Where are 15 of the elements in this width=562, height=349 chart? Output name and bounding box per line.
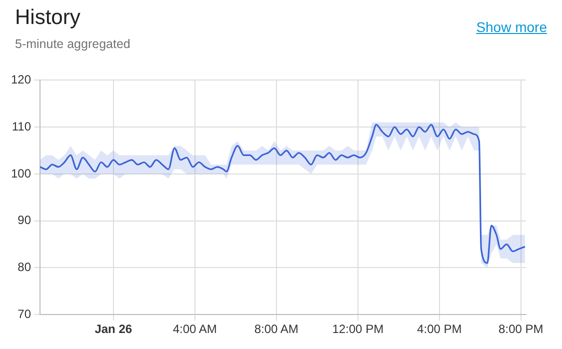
x-tick-label: Jan 26 <box>94 322 132 336</box>
x-tick-label: 12:00 PM <box>332 322 384 336</box>
y-tick-label: 70 <box>18 306 32 321</box>
y-tick-label: 80 <box>18 260 32 274</box>
text: Show more <box>476 19 547 35</box>
x-tick-label: 4:00 AM <box>172 322 217 336</box>
y-tick-label: 100 <box>10 166 32 180</box>
chart-title: History <box>15 6 80 30</box>
y-tick-label: 120 <box>10 72 32 87</box>
x-tick-label: 4:00 PM <box>417 322 462 336</box>
chart-subtitle: 5-minute aggregated <box>15 37 130 51</box>
x-tick-label: 8:00 AM <box>254 322 298 336</box>
y-tick-label: 110 <box>12 119 32 134</box>
y-tick-label: 90 <box>18 213 32 228</box>
x-tick-label: 8:00 PM <box>498 322 544 336</box>
